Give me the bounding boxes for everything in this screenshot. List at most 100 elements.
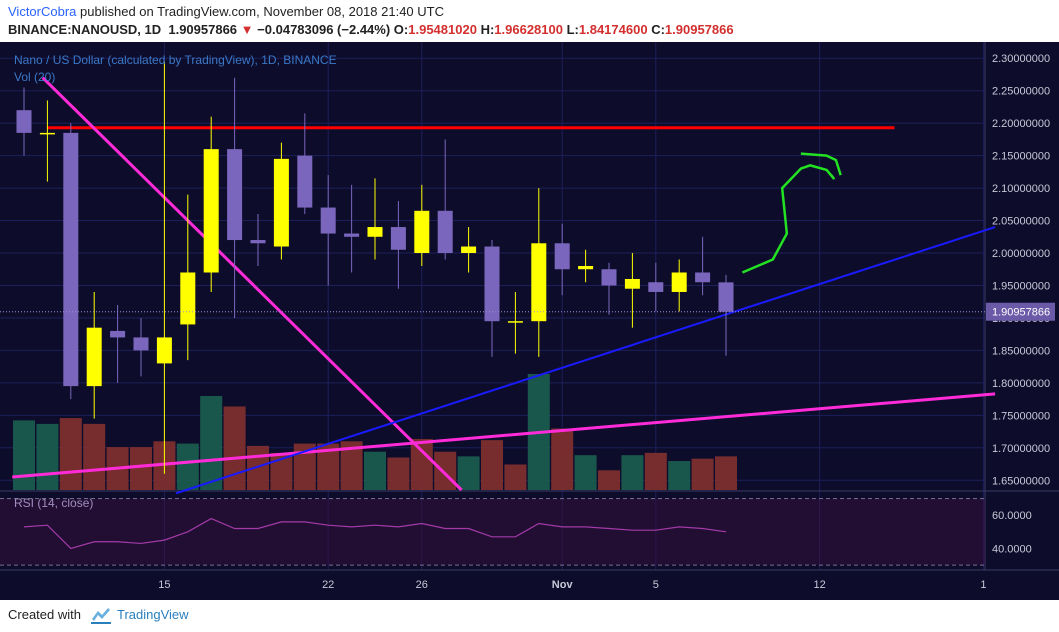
volume-bar [457, 456, 480, 490]
candle-body [16, 110, 32, 133]
candle-body [250, 240, 266, 244]
projection-hook [800, 152, 842, 176]
open-label: O: [393, 22, 409, 37]
candle-body [390, 227, 406, 250]
open-value: 1.95481020 [408, 22, 477, 37]
low-value: 1.84174600 [578, 22, 648, 37]
volume-bar [223, 406, 246, 490]
price-tick-label: 2.10000000 [992, 183, 1050, 195]
volume-bar [387, 457, 410, 490]
candle-body [601, 269, 617, 286]
candle-body [484, 246, 500, 322]
last-price: 1.90957866 [168, 22, 238, 37]
volume-bar [59, 418, 82, 490]
volume-bar [504, 464, 527, 490]
ascending-trendline [12, 392, 996, 479]
chart-title: Nano / US Dollar (calculated by TradingV… [14, 53, 337, 67]
candle-body [437, 210, 453, 254]
author-link[interactable]: VictorCobra [8, 4, 77, 19]
volume-bar [340, 441, 363, 490]
candle-body [624, 278, 640, 289]
time-tick-label: 22 [322, 579, 334, 591]
symbol-info: BINANCE:NANOUSD, 1D 1.90957866 ▼ −0.0478… [8, 22, 734, 37]
price-tick-label: 2.00000000 [992, 248, 1050, 260]
candle-body [297, 155, 313, 208]
candle-body [133, 337, 149, 351]
volume-bar [247, 445, 269, 490]
volume-bar [621, 455, 644, 490]
volume-bar [176, 443, 199, 490]
candle-body [63, 132, 79, 387]
volume-bar [481, 440, 503, 490]
chart-header: VictorCobra published on TradingView.com… [0, 0, 1059, 42]
candle-body [414, 210, 430, 254]
footer: Created with TradingView [0, 600, 1059, 632]
publish-text: published on TradingView.com, November 0… [76, 4, 444, 19]
close-label: C: [651, 22, 665, 37]
candle-body [344, 233, 360, 237]
price-tick-label: 2.25000000 [992, 86, 1050, 98]
candle-body [156, 337, 172, 364]
volume-bar [715, 456, 737, 490]
candle-body [461, 246, 477, 254]
axes: 2.30000000 2.25000000 2.20000000 2.15000000… [0, 53, 1055, 591]
close-value: 1.90957866 [664, 22, 734, 37]
rsi-label: RSI (14, close) [14, 496, 93, 510]
last-price-tag [986, 302, 1055, 321]
candle-body [320, 207, 336, 234]
price-tick-label: 2.15000000 [992, 151, 1050, 163]
price-tick-label: 1.95000000 [992, 280, 1050, 292]
price-tick-label: 1.65000000 [992, 475, 1050, 487]
volume-bar [317, 443, 340, 490]
candle-body [695, 272, 711, 283]
volume-bar [668, 461, 691, 490]
candlesticks [16, 61, 734, 474]
candle-body [531, 243, 547, 322]
price-chart[interactable]: 2.30000000 2.25000000 2.20000000 2.15000000… [0, 42, 1059, 600]
price-change: −0.04783096 (−2.44%) [257, 22, 391, 37]
time-tick-label: 15 [158, 579, 170, 591]
candle-body [718, 282, 734, 312]
time-tick-label: 1 [980, 579, 986, 591]
price-tick-label: 1.70000000 [992, 443, 1050, 455]
candle-body [180, 272, 196, 325]
volume-bar [293, 443, 316, 490]
rsi-tick-label: 40.0000 [992, 543, 1032, 555]
price-tick-label: 1.85000000 [992, 345, 1050, 357]
time-tick-label: Nov [552, 579, 574, 591]
rsi-band-fill [0, 498, 985, 566]
time-tick-label: 12 [813, 579, 825, 591]
volume-bar [200, 396, 223, 490]
low-label: L: [566, 22, 579, 37]
down-arrow-icon: ▼ [240, 22, 254, 37]
volume-bar [691, 458, 714, 490]
descending-trendline [41, 76, 463, 492]
candle-body [554, 243, 570, 270]
volume-bar [551, 428, 574, 490]
candle-body [671, 272, 687, 292]
volume-bar [574, 455, 597, 490]
rsi-tick-label: 60.0000 [992, 510, 1032, 522]
candle-body [110, 330, 126, 338]
volume-bar [434, 451, 457, 490]
last-price-tag-label: 1.90957866 [992, 307, 1050, 319]
candle-body [648, 282, 664, 292]
candle-body [507, 321, 523, 323]
price-tick-label: 2.05000000 [992, 216, 1050, 228]
volume-bar [270, 452, 293, 490]
candle-body [273, 158, 289, 247]
high-label: H: [480, 22, 495, 37]
tradingview-brand-link[interactable]: TradingView [117, 607, 189, 622]
volume-bars [13, 374, 737, 490]
volume-bar [36, 423, 59, 490]
time-tick-label: 26 [416, 579, 428, 591]
volume-bar [83, 423, 106, 490]
candle-body [39, 132, 55, 135]
volume-label: Vol (20) [14, 70, 55, 84]
volume-bar [13, 420, 35, 490]
volume-bar [644, 452, 667, 490]
tradingview-logo-icon[interactable] [90, 604, 112, 626]
candle-body [227, 149, 243, 241]
rsi-pane [0, 498, 985, 566]
price-tick-label: 1.80000000 [992, 378, 1050, 390]
